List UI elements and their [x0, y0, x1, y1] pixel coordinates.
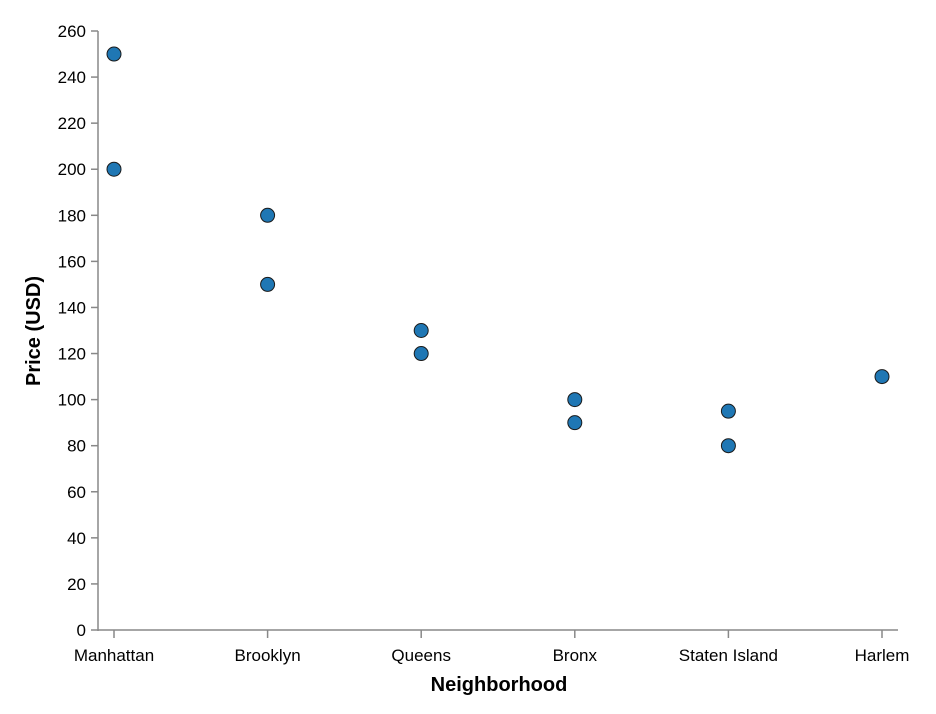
data-point[interactable] [413, 346, 429, 362]
x-tick-label: Queens [391, 646, 451, 665]
y-axis-title: Price (USD) [23, 276, 45, 386]
y-tick-label: 160 [58, 252, 86, 271]
x-tick-label: Manhattan [74, 646, 154, 665]
x-tick-label: Brooklyn [235, 646, 301, 665]
data-point[interactable] [874, 369, 890, 385]
y-tick-label: 60 [67, 483, 86, 502]
y-tick-label: 200 [58, 160, 86, 179]
data-point[interactable] [567, 392, 583, 408]
data-point[interactable] [413, 323, 429, 338]
y-tick-label: 240 [58, 68, 86, 87]
y-tick-label: 120 [58, 345, 86, 364]
y-axis: 0 20 40 60 80 100 120 140 160 180 200 220 240 260 [58, 22, 99, 640]
data-point[interactable] [720, 403, 736, 419]
y-tick-label: 260 [58, 22, 86, 41]
x-tick-label: Bronx [553, 646, 598, 665]
y-tick-label: 140 [58, 298, 86, 317]
y-tick-label: 100 [58, 391, 86, 410]
points-layer [106, 46, 890, 454]
data-point[interactable] [260, 207, 276, 223]
y-tick-label: 220 [58, 114, 86, 133]
data-point[interactable] [260, 276, 276, 292]
data-point[interactable] [720, 438, 736, 454]
data-point[interactable] [106, 46, 122, 62]
y-tick-label: 40 [67, 529, 86, 548]
data-point[interactable] [567, 415, 583, 431]
x-tick-label: Harlem [855, 646, 910, 665]
y-tick-label: 0 [77, 621, 86, 640]
y-tick-label: 20 [67, 575, 86, 594]
x-tick-label: Staten Island [679, 646, 778, 665]
x-axis-title: Neighborhood [431, 674, 568, 696]
y-tick-label: 180 [58, 206, 86, 225]
data-point[interactable] [106, 161, 122, 177]
x-axis: Manhattan Brooklyn Queens Bronx Staten Islan… [74, 629, 910, 665]
y-tick-label: 80 [67, 437, 86, 456]
